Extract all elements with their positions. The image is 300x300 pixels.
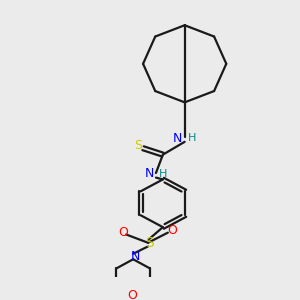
Text: O: O [127,289,137,300]
Text: N: N [130,250,140,263]
Text: O: O [167,224,177,237]
Text: S: S [134,139,142,152]
Text: S: S [145,236,153,250]
Text: N: N [173,132,182,145]
Text: H: H [159,169,167,179]
Text: H: H [188,133,196,143]
Text: O: O [118,226,128,239]
Text: N: N [144,167,154,180]
